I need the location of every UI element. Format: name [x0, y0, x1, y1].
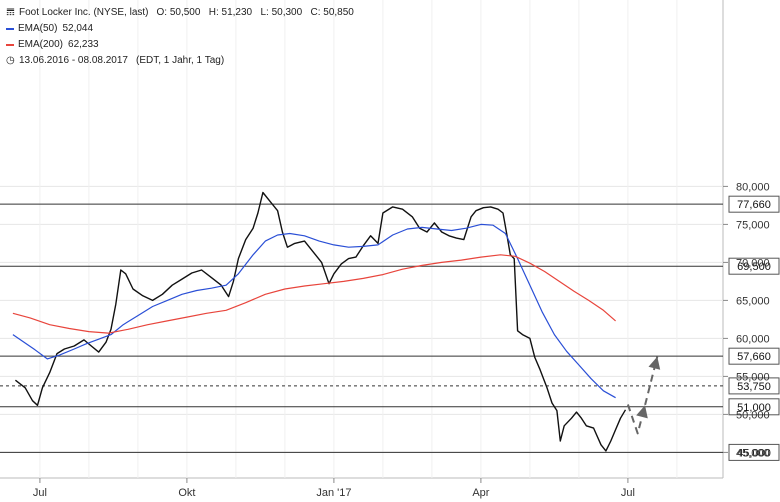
x-tick-label-4: Jul [621, 487, 635, 499]
y-tick-label-2: 55,000 [736, 371, 770, 383]
x-tick-label-3: Apr [472, 487, 489, 499]
level-box-1 [728, 257, 780, 275]
level-box-5 [728, 443, 780, 461]
legend-range: ◷ 13.06.2016 - 08.08.2017 (EDT, 1 Jahr, … [6, 53, 354, 69]
level-label-0: 77,660 [737, 199, 771, 211]
date-range: 13.06.2016 - 08.08.2017 [19, 55, 128, 66]
level-box-0 [728, 195, 780, 213]
y-tick-label-3: 60,000 [736, 333, 770, 345]
x-axis: Jul Okt Jan '17 Apr Jul [33, 478, 635, 499]
ema200-swatch [6, 44, 14, 46]
ema200-value: 62,233 [68, 39, 99, 50]
y-tick-label-7: 80,000 [736, 181, 770, 193]
level-label-3: 53,750 [737, 381, 771, 393]
legend-ema200: EMA(200) 62,233 [6, 37, 354, 53]
chart-grid [0, 0, 724, 479]
ema200-label: EMA(200) [18, 39, 64, 50]
projection-arrow-up-1 [636, 405, 648, 419]
projection-arrow-up-2 [648, 356, 661, 370]
legend-ema50: EMA(50) 52,044 [6, 21, 354, 37]
horizontal-levels: 77,660 69,500 57,660 53,750 51,000 45,000 [0, 195, 780, 461]
ema50-value: 52,044 [62, 23, 94, 34]
y-tick-label-5: 70,000 [736, 257, 770, 269]
ema50-label: EMA(50) [18, 23, 58, 34]
chart-legend: 𝌎 Foot Locker Inc. (NYSE, last) O: 50,50… [6, 5, 354, 69]
y-axis: 45,000 50,000 55,000 60,000 65,000 70,000 75,0… [723, 181, 770, 459]
bar-chart-icon: 𝌎 [6, 7, 15, 18]
level-label-4: 51,000 [737, 402, 771, 414]
chart-series [12, 191, 661, 452]
x-tick-label-1: Okt [178, 487, 195, 499]
series-foot-locker-inc- [14, 191, 627, 452]
y-tick-label-4: 65,000 [736, 295, 770, 307]
clock-icon: ◷ [6, 55, 15, 66]
series-ema-50- [12, 223, 616, 399]
x-tick-label-2: Jan '17 [316, 487, 351, 499]
level-label-2: 57,660 [737, 351, 771, 363]
legend-title-row: 𝌎 Foot Locker Inc. (NYSE, last) O: 50,50… [6, 5, 354, 21]
level-box-3 [728, 377, 780, 395]
level-label-5: 45,000 [737, 447, 771, 459]
chart-title: Foot Locker Inc. (NYSE, last) [19, 7, 149, 18]
ohlc-values: O: 50,500 H: 51,230 L: 50,300 C: 50,850 [156, 7, 354, 18]
level-label-1: 69,500 [737, 261, 771, 273]
x-tick-label-0: Jul [33, 487, 47, 499]
ema50-swatch [6, 28, 14, 30]
level-box-4 [728, 398, 780, 416]
level-box-2 [728, 347, 780, 365]
chart-settings: (EDT, 1 Jahr, 1 Tag) [135, 55, 225, 66]
series-ema-200- [12, 254, 616, 334]
y-tick-label-0: 45,000 [736, 447, 770, 459]
series-projection [626, 356, 659, 435]
y-tick-label-1: 50,000 [736, 409, 770, 421]
y-tick-label-6: 75,000 [736, 219, 770, 231]
